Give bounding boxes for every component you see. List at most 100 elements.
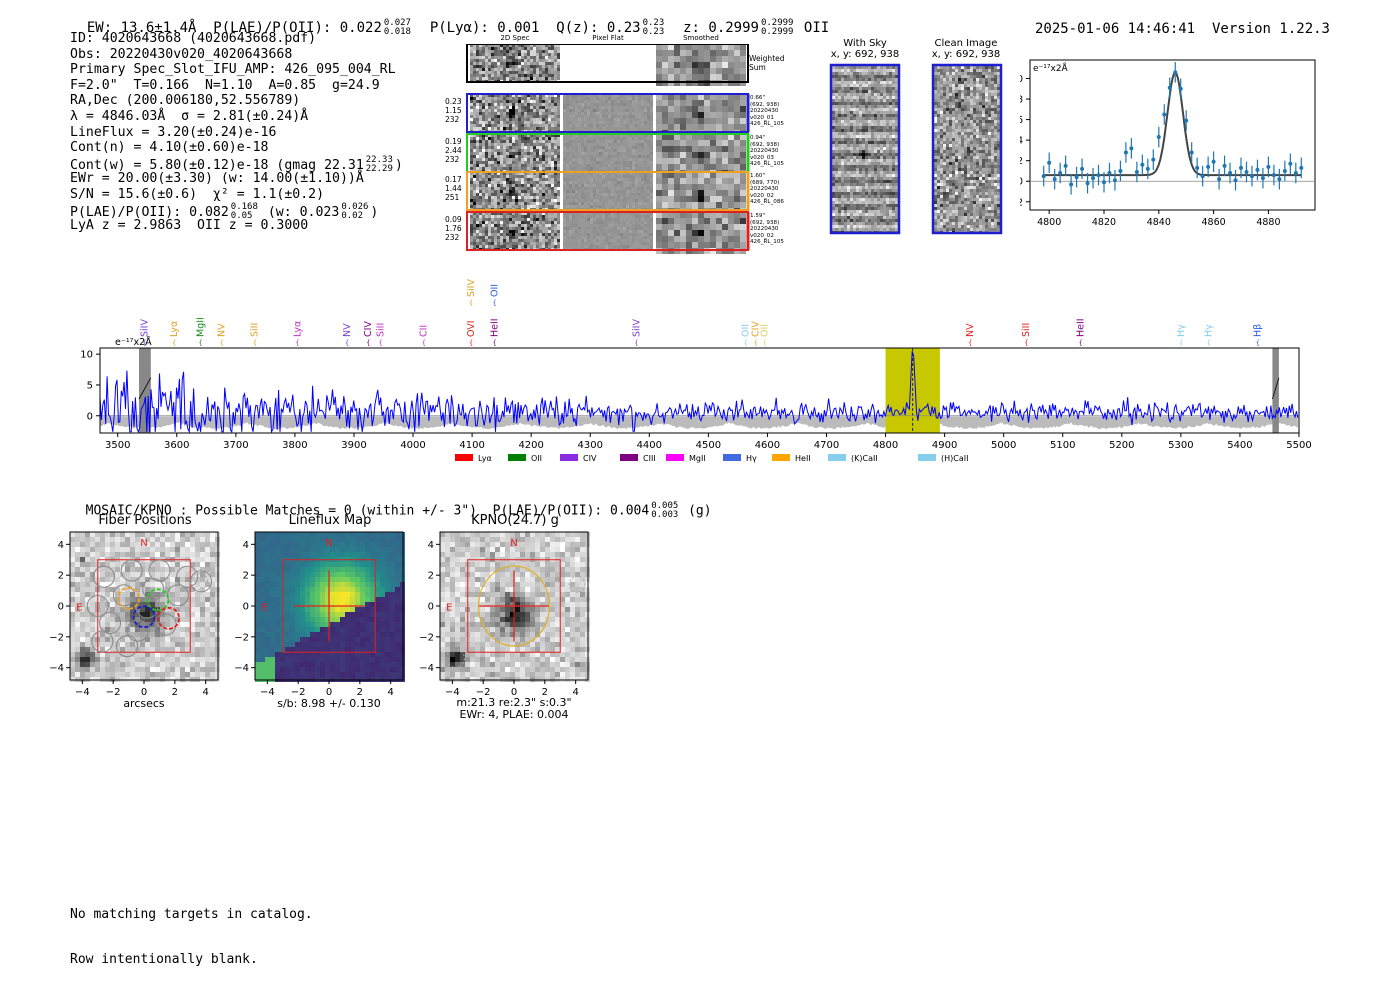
- cutout-pixel: [390, 607, 395, 612]
- compass-e: E: [76, 603, 82, 614]
- clean-pixel: [952, 96, 955, 99]
- sky-pixel: [835, 111, 838, 114]
- clean-pixel: [934, 72, 937, 75]
- clean-pixel: [982, 177, 985, 180]
- cutout-pixel: [575, 542, 580, 547]
- cutout-pixel: [285, 537, 290, 542]
- sky-pixel: [844, 201, 847, 204]
- cutout-pixel: [515, 577, 520, 582]
- clean-pixel: [979, 96, 982, 99]
- sky-pixel: [883, 210, 886, 213]
- clean-pixel: [991, 111, 994, 114]
- cutout-pixel: [450, 552, 455, 557]
- sky-pixel: [865, 141, 868, 144]
- cutout-pixel: [460, 562, 465, 567]
- cutout-pixel: [295, 642, 300, 647]
- clean-pixel: [940, 210, 943, 213]
- clean-pixel: [985, 213, 988, 216]
- cutout-pixel: [310, 562, 315, 567]
- clean-pixel: [997, 123, 1000, 126]
- clean-pixel: [985, 171, 988, 174]
- stamp-row-num: 251: [445, 193, 467, 202]
- sky-pixel: [862, 123, 865, 126]
- zoom-point: [1086, 181, 1090, 185]
- sky-pixel: [832, 84, 835, 87]
- cutout-pixel: [210, 637, 215, 642]
- clean-title: Clean Image x, y: 692, 938: [920, 38, 1012, 60]
- cutout-pixel: [150, 632, 155, 637]
- sky-pixel: [838, 159, 841, 162]
- sky-pixel: [892, 216, 895, 219]
- cutout-pixel: [335, 657, 340, 662]
- cutout-pixel: [320, 567, 325, 572]
- clean-pixel: [973, 213, 976, 216]
- clean-pixel: [976, 162, 979, 165]
- clean-pixel: [964, 204, 967, 207]
- cutout-pixel: [580, 542, 585, 547]
- cutout-pixel: [535, 562, 540, 567]
- compass-n: N: [140, 538, 147, 549]
- cutout-pixel: [265, 637, 270, 642]
- stamp-row-side-line: v020_02: [750, 233, 798, 240]
- clean-pixel: [958, 207, 961, 210]
- sky-pixel: [859, 141, 862, 144]
- cutout-pixel: [115, 667, 120, 672]
- sky-pixel: [853, 228, 856, 231]
- cutout-pixel: [255, 642, 260, 647]
- sky-pixel: [883, 204, 886, 207]
- cutout-pixel: [105, 552, 110, 557]
- cutout-pixel: [385, 652, 390, 657]
- sky-pixel: [832, 147, 835, 150]
- sky-pixel: [862, 69, 865, 72]
- clean-pixel: [961, 213, 964, 216]
- sky-pixel: [838, 123, 841, 126]
- sky-pixel: [886, 81, 889, 84]
- cutout-pixel: [115, 562, 120, 567]
- cutout-pixel: [315, 582, 320, 587]
- clean-pixel: [991, 219, 994, 222]
- sky-pixel: [847, 126, 850, 129]
- clean-pixel: [964, 153, 967, 156]
- cutout-pixel: [335, 617, 340, 622]
- cutout-pixel: [105, 657, 110, 662]
- sky-pixel: [862, 132, 865, 135]
- sky-pixel: [841, 99, 844, 102]
- clean-pixel: [949, 195, 952, 198]
- clean-pixel: [982, 180, 985, 183]
- cutout-pixel: [150, 672, 155, 677]
- clean-pixel: [973, 201, 976, 204]
- clean-pixel: [988, 225, 991, 228]
- cutout-pixel: [135, 547, 140, 552]
- clean-pixel: [985, 99, 988, 102]
- clean-pixel: [994, 162, 997, 165]
- sky-pixel: [883, 96, 886, 99]
- sky-pixel: [838, 72, 841, 75]
- zoom-point: [1255, 168, 1259, 172]
- clean-pixel: [991, 120, 994, 123]
- clean-pixel: [955, 207, 958, 210]
- clean-pixel: [958, 66, 961, 69]
- sky-pixel: [877, 126, 880, 129]
- sky-pixel: [838, 180, 841, 183]
- spectrum-line-label: NV: [217, 323, 228, 337]
- sky-pixel: [853, 141, 856, 144]
- cutout-pixel: [265, 542, 270, 547]
- sky-pixel: [835, 120, 838, 123]
- cutout-pixel: [150, 637, 155, 642]
- cutout-pixel: [85, 622, 90, 627]
- clean-pixel: [994, 117, 997, 120]
- sky-pixel: [871, 207, 874, 210]
- sky-pixel: [874, 174, 877, 177]
- clean-pixel: [991, 105, 994, 108]
- sky-pixel: [892, 111, 895, 114]
- clean-pixel: [967, 105, 970, 108]
- clean-pixel: [979, 105, 982, 108]
- cutout-pixel: [480, 572, 485, 577]
- sky-pixel: [859, 159, 862, 162]
- cutout-pixel: [515, 532, 520, 537]
- sky-pixel: [844, 93, 847, 96]
- clean-pixel: [940, 174, 943, 177]
- clean-pixel: [985, 150, 988, 153]
- cutout-pixel: [255, 627, 260, 632]
- sky-pixel: [853, 132, 856, 135]
